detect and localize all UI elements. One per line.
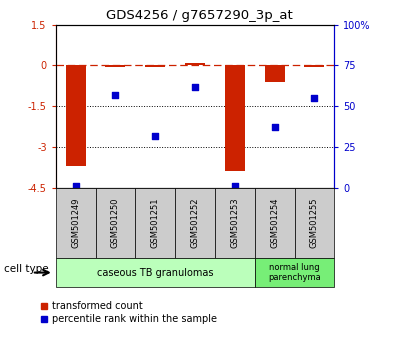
Bar <box>185 63 205 65</box>
Point <box>232 183 238 189</box>
Point <box>72 183 79 189</box>
Bar <box>56 188 96 258</box>
Text: caseous TB granulomas: caseous TB granulomas <box>97 268 213 278</box>
Bar <box>215 188 255 258</box>
Text: GSM501252: GSM501252 <box>191 198 199 248</box>
Text: GSM501253: GSM501253 <box>230 198 239 249</box>
Legend: transformed count, percentile rank within the sample: transformed count, percentile rank withi… <box>37 297 221 328</box>
Text: GSM501254: GSM501254 <box>270 198 279 248</box>
Point <box>112 92 119 98</box>
Text: normal lung
parenchyma: normal lung parenchyma <box>268 263 321 282</box>
Bar <box>295 188 334 258</box>
Text: GDS4256 / g7657290_3p_at: GDS4256 / g7657290_3p_at <box>105 9 293 22</box>
Point <box>152 133 158 138</box>
Bar <box>135 188 175 258</box>
Point <box>192 84 198 90</box>
Bar <box>96 188 135 258</box>
Text: GSM501250: GSM501250 <box>111 198 120 248</box>
Bar <box>225 65 245 171</box>
Bar <box>66 65 86 166</box>
Bar <box>56 258 255 287</box>
Bar <box>255 188 295 258</box>
Text: GSM501251: GSM501251 <box>151 198 160 248</box>
Bar <box>304 65 324 67</box>
Bar <box>265 65 285 82</box>
Text: cell type: cell type <box>4 264 49 274</box>
Text: GSM501255: GSM501255 <box>310 198 319 248</box>
Bar <box>175 188 215 258</box>
Bar <box>145 65 165 67</box>
Text: GSM501249: GSM501249 <box>71 198 80 248</box>
Bar <box>255 258 334 287</box>
Point <box>271 125 278 130</box>
Bar <box>105 65 125 67</box>
Point <box>311 95 318 101</box>
